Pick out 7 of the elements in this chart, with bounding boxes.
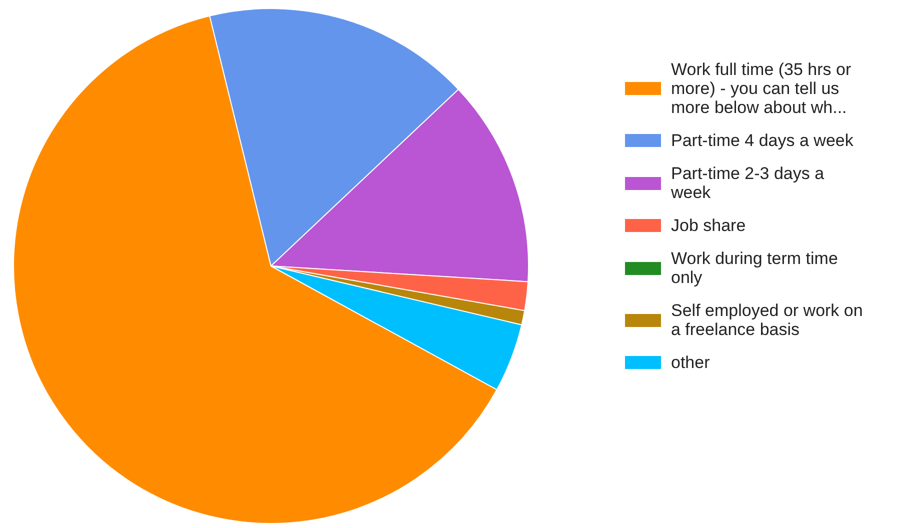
legend-label: Job share	[671, 216, 747, 235]
legend-label: other	[671, 353, 711, 372]
legend-label: Part-time 4 days a week	[671, 131, 854, 150]
legend-label: Part-time 2-3 days a week	[671, 164, 826, 202]
legend-label: Work during term time only	[671, 249, 839, 287]
legend-label: Work full time (35 hrs or more) - you can tell us more below about wh...	[671, 60, 852, 117]
legend-label: Self employed or work on a freelance basis	[671, 301, 864, 339]
